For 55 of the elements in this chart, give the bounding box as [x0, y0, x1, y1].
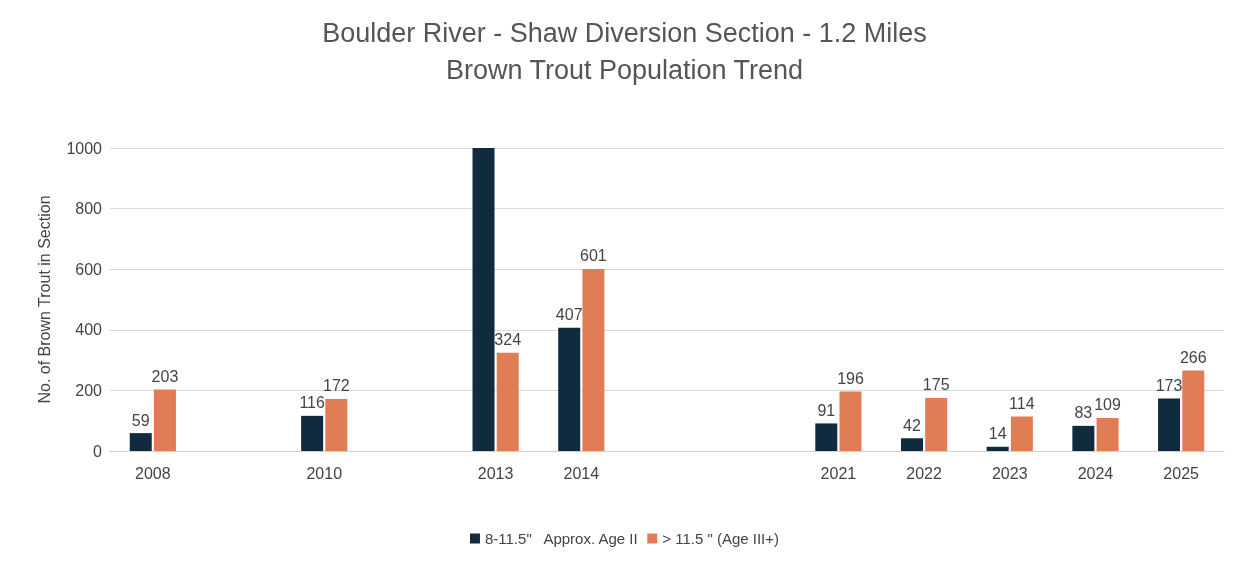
- data-label: 42: [903, 416, 921, 434]
- y-tick-label: 1000: [66, 139, 103, 157]
- data-label: 601: [580, 247, 607, 265]
- x-tick-label: 2023: [991, 464, 1028, 482]
- x-tick-label: 2025: [1163, 464, 1200, 482]
- bar: [582, 268, 605, 451]
- data-label: 266: [1179, 348, 1207, 366]
- x-tick-label: 2022: [906, 464, 942, 482]
- y-tick-label: 200: [75, 381, 103, 399]
- legend-label: > 11.5 " (Age III+): [662, 530, 780, 547]
- y-tick-label: 0: [93, 442, 103, 460]
- x-tick-label: 2013: [477, 464, 514, 482]
- bar: [1158, 398, 1181, 451]
- data-label: 196: [837, 370, 864, 388]
- x-tick-label: 2024: [1077, 464, 1114, 482]
- data-label: 324: [494, 331, 522, 349]
- y-tick-label: 800: [75, 200, 103, 218]
- bar: [925, 397, 948, 451]
- data-label: 175: [922, 376, 950, 394]
- y-tick-label: 600: [75, 260, 103, 278]
- bar: [558, 327, 581, 451]
- data-label: 59: [131, 411, 150, 429]
- x-tick-label: 2021: [820, 464, 857, 482]
- bar: [1182, 370, 1205, 451]
- bar: [472, 148, 495, 451]
- bar: [900, 438, 923, 451]
- bar: [1096, 417, 1119, 451]
- bar: [153, 389, 176, 451]
- x-tick-label: 2008: [135, 464, 171, 482]
- bar: [986, 446, 1009, 451]
- data-label: 203: [151, 367, 179, 385]
- data-label: 114: [1009, 394, 1035, 412]
- data-label: 83: [1074, 404, 1093, 422]
- bar: [325, 398, 348, 451]
- bar: [1072, 425, 1095, 451]
- y-tick-label: 400: [75, 321, 103, 339]
- bar: [301, 415, 324, 451]
- data-label: 407: [555, 306, 583, 324]
- x-tick-label: 2010: [306, 464, 343, 482]
- bar: [129, 433, 152, 451]
- chart-title: Boulder River - Shaw Diversion Section - 1.2 Miles: [322, 17, 927, 48]
- chart-subtitle: Brown Trout Population Trend: [445, 54, 804, 85]
- x-tick-label: 2014: [563, 464, 600, 482]
- data-label: 173: [1155, 377, 1183, 395]
- data-label: 14: [988, 425, 1007, 443]
- legend-label: 8-11.5" Approx. Age II: [484, 530, 638, 547]
- bar: [815, 423, 838, 451]
- data-label: 91: [817, 401, 836, 419]
- data-label: 172: [322, 377, 350, 395]
- bar: [1010, 416, 1033, 451]
- y-axis-title: No. of Brown Trout in Section: [35, 195, 53, 404]
- bar: [496, 352, 519, 451]
- data-label: 116: [299, 394, 325, 412]
- bar: [839, 391, 862, 451]
- data-label: 109: [1094, 396, 1122, 414]
